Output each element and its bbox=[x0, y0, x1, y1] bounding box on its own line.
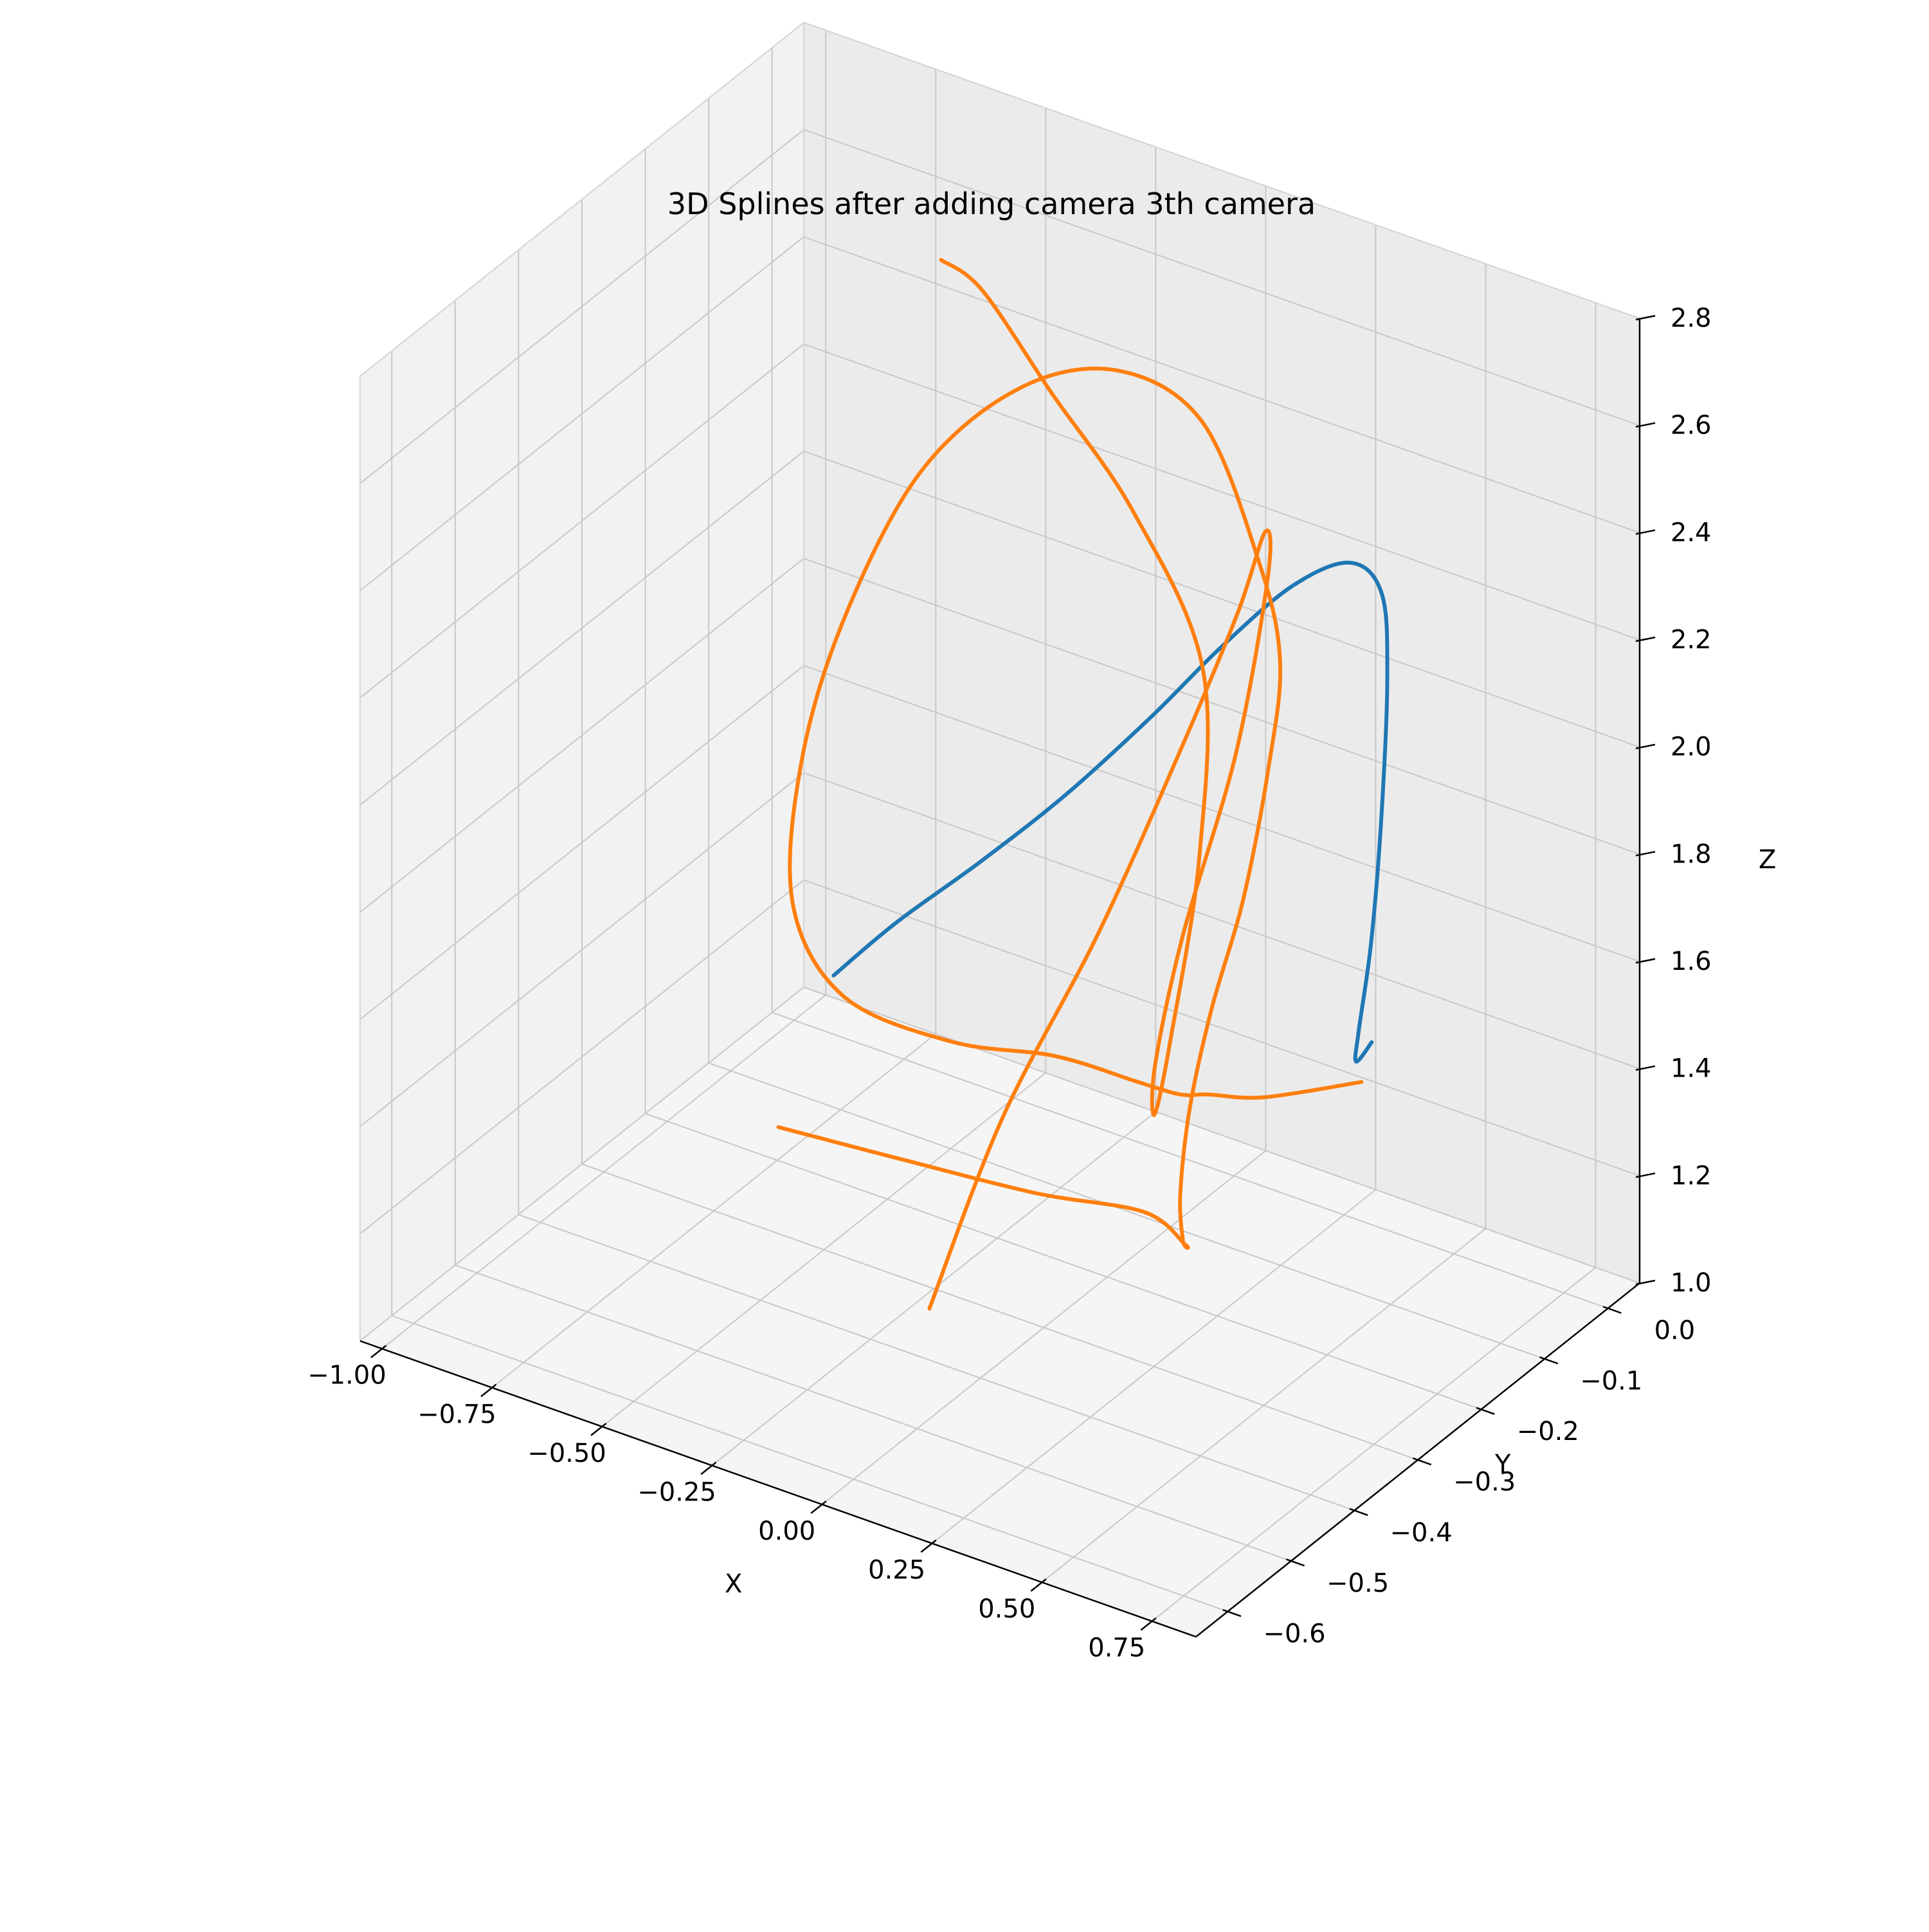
z-tick-label: 2.4 bbox=[1671, 518, 1712, 547]
pane-edge bbox=[803, 22, 1640, 319]
y-tick-mark bbox=[1285, 1558, 1305, 1567]
y-tick-mark bbox=[1349, 1508, 1368, 1517]
z-tick-mark bbox=[1635, 851, 1656, 857]
y-tick-mark bbox=[1539, 1356, 1559, 1365]
grid-line-y-floor bbox=[581, 1163, 1418, 1461]
axis-panes bbox=[360, 23, 1640, 1637]
z-tick-mark bbox=[1635, 529, 1656, 535]
x-tick-label: 0.75 bbox=[1088, 1633, 1145, 1663]
y-tick-label: −0.2 bbox=[1517, 1417, 1579, 1446]
y-tick-label: −0.5 bbox=[1327, 1569, 1389, 1598]
z-tick-label: 2.8 bbox=[1671, 304, 1712, 333]
x-tick-mark bbox=[590, 1423, 607, 1436]
x-tick-mark bbox=[480, 1383, 497, 1398]
x-tick-label: −0.50 bbox=[527, 1439, 606, 1468]
grid-line-y-floor bbox=[645, 1113, 1481, 1410]
series-line-1 bbox=[776, 366, 1364, 1250]
grid-line-z-back bbox=[803, 772, 1640, 1070]
grid-line-z-side bbox=[359, 665, 804, 1020]
grid-line-z-back bbox=[803, 450, 1640, 748]
x-tick-mark bbox=[810, 1500, 827, 1514]
x-tick-label: −1.00 bbox=[307, 1361, 386, 1390]
z-tick-mark bbox=[1635, 958, 1656, 964]
grid-line-z-back bbox=[803, 879, 1640, 1177]
x-tick-label: 0.00 bbox=[758, 1517, 815, 1546]
chart-title: 3D Splines after adding camera 3th camer… bbox=[667, 187, 1316, 221]
grid-line-z-back bbox=[803, 343, 1640, 641]
series-layer bbox=[776, 258, 1390, 1311]
axis-lines bbox=[359, 22, 1641, 1638]
series-line-2 bbox=[927, 258, 1272, 1311]
y-tick-mark bbox=[1222, 1608, 1242, 1618]
x-tick-mark bbox=[370, 1345, 387, 1358]
z-tick-label: 1.8 bbox=[1671, 839, 1712, 869]
grid-line-z-side bbox=[359, 987, 804, 1342]
y-tick-label: −0.1 bbox=[1580, 1367, 1642, 1396]
grid-line-y-floor bbox=[708, 1062, 1545, 1360]
z-tick-mark bbox=[1635, 422, 1656, 428]
z-axis-label: Z bbox=[1759, 845, 1776, 875]
grid-line-z-side bbox=[359, 236, 804, 592]
x-tick-mark bbox=[1030, 1578, 1047, 1592]
z-tick-label: 2.6 bbox=[1671, 411, 1712, 441]
grid-lines bbox=[359, 22, 1640, 1622]
z-tick-mark bbox=[1635, 314, 1656, 321]
x-tick-mark bbox=[1140, 1617, 1157, 1631]
grid-line-z-back bbox=[803, 987, 1640, 1284]
x-tick-mark bbox=[700, 1461, 717, 1475]
y-tick-mark bbox=[1476, 1407, 1495, 1415]
x-tick-label: −0.75 bbox=[417, 1399, 496, 1429]
y-tick-mark bbox=[1413, 1457, 1432, 1466]
x-axis-label: X bbox=[725, 1569, 742, 1599]
series-line-0 bbox=[831, 560, 1390, 1064]
grid-line-z-side bbox=[359, 343, 804, 698]
z-tick-mark bbox=[1635, 636, 1656, 642]
x-tick-label: 0.50 bbox=[978, 1594, 1035, 1624]
z-tick-label: 2.2 bbox=[1671, 625, 1712, 655]
z-tick-mark bbox=[1635, 1279, 1656, 1286]
y-tick-label: −0.6 bbox=[1263, 1619, 1325, 1648]
grid-line-y-floor bbox=[772, 1012, 1609, 1309]
grid-line-z-back bbox=[803, 665, 1640, 962]
y-tick-label: −0.3 bbox=[1453, 1468, 1516, 1497]
z-tick-label: 1.6 bbox=[1671, 947, 1712, 976]
x-tick-label: −0.25 bbox=[637, 1477, 716, 1507]
y-axis-label: Y bbox=[1494, 1450, 1511, 1479]
y-tick-label: 0.0 bbox=[1654, 1316, 1696, 1345]
grid-line-y-floor bbox=[455, 1264, 1292, 1562]
grid-line-y-floor bbox=[518, 1214, 1355, 1511]
grid-line-y-floor bbox=[391, 1315, 1228, 1612]
z-tick-label: 2.0 bbox=[1671, 733, 1712, 762]
y-tick-mark bbox=[1602, 1306, 1622, 1314]
z-tick-mark bbox=[1635, 1172, 1656, 1178]
z-tick-label: 1.0 bbox=[1671, 1268, 1712, 1298]
z-tick-label: 1.4 bbox=[1671, 1054, 1712, 1084]
x-axis-line bbox=[359, 1340, 1197, 1638]
x-tick-mark bbox=[920, 1539, 937, 1553]
grid-line-z-side bbox=[359, 772, 804, 1127]
y-tick-label: −0.4 bbox=[1390, 1518, 1453, 1547]
grid-line-z-side bbox=[359, 450, 804, 806]
grid-line-z-back bbox=[803, 129, 1640, 426]
grid-line-z-side bbox=[359, 129, 804, 484]
grid-line-z-back bbox=[803, 558, 1640, 855]
grid-line-z-back bbox=[803, 236, 1640, 534]
grid-line-z-side bbox=[359, 879, 804, 1235]
z-tick-label: 1.2 bbox=[1671, 1161, 1712, 1190]
z-tick-mark bbox=[1635, 1065, 1656, 1071]
grid-line-z-side bbox=[359, 558, 804, 913]
tick-marks: −1.00−0.75−0.50−0.250.000.250.500.750.0−… bbox=[307, 304, 1711, 1663]
pane-edge bbox=[359, 22, 804, 377]
z-tick-mark bbox=[1635, 743, 1656, 749]
x-tick-label: 0.25 bbox=[868, 1555, 925, 1585]
